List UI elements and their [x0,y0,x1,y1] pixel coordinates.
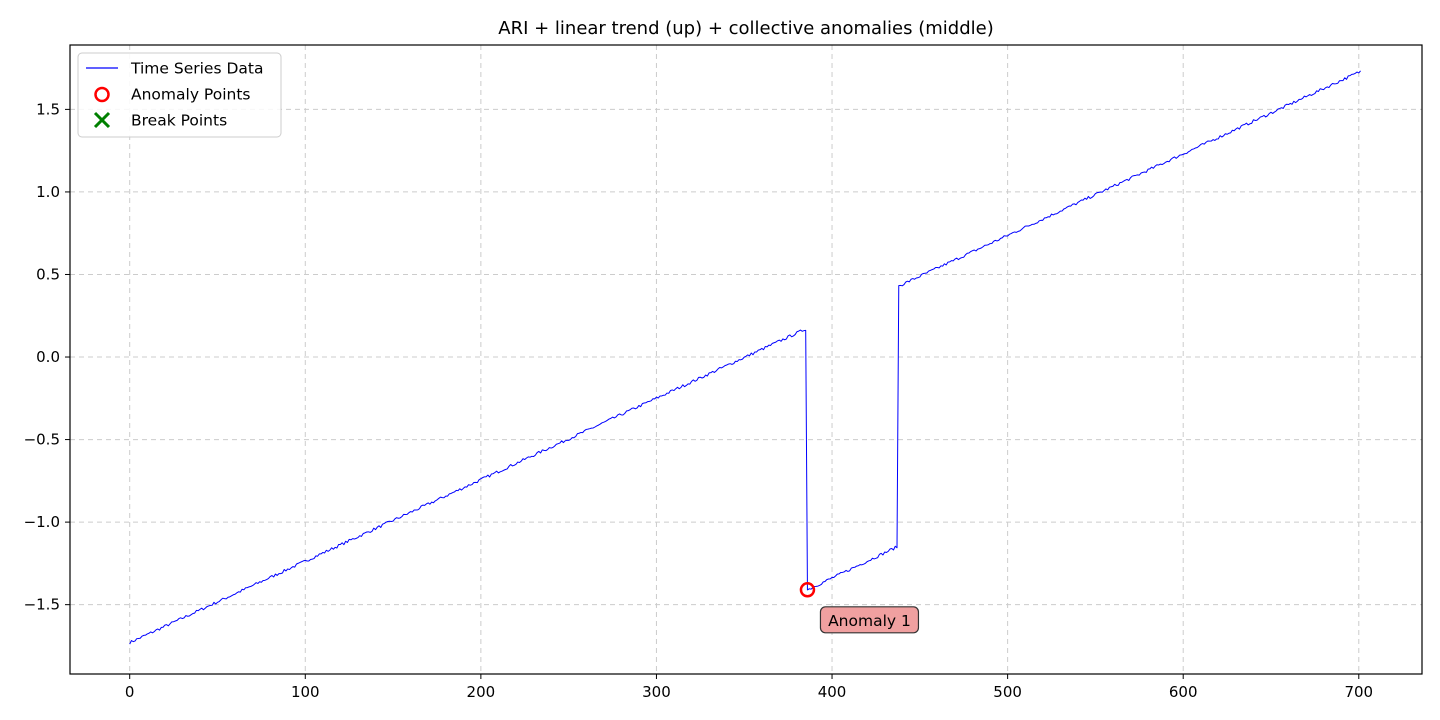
legend-item: Time Series Data [86,60,263,78]
legend-x-icon [93,111,111,129]
legend-box [77,52,282,138]
x-tick-label: 600 [1169,683,1198,701]
x-tick-label: 300 [642,683,671,701]
x-tick-label: 400 [818,683,847,701]
legend-label: Break Points [131,112,227,130]
x-tick-label: 500 [993,683,1022,701]
anomaly-point-marker [799,582,816,598]
chart-title: ARI + linear trend (up) + collective ano… [498,18,993,39]
annotation-layer: Anomaly 1 [819,606,920,634]
marker-layer [799,582,816,598]
legend-label: Anomaly Points [131,86,250,104]
y-axis-ticks: −1.5 −1.0 −0.5 0.0 0.5 1.0 1.5 [24,100,70,614]
series-layer [129,70,1361,645]
y-tick-label: −1.0 [24,513,60,531]
x-tick-label: 700 [1344,683,1373,701]
legend: Time Series Data Anomaly Points Break Poin… [77,52,282,138]
y-tick-label: 1.0 [36,183,60,201]
x-tick-label: 200 [467,683,496,701]
series-line-time-series-data [129,70,1361,645]
x-axis-ticks: 0 100 200 300 400 500 600 700 [125,674,1373,701]
x-tick-label: 0 [125,683,135,701]
legend-circle-icon [94,86,110,103]
annotation-label: Anomaly 1 [828,612,911,630]
anomaly-annotation: Anomaly 1 [819,606,920,634]
x-tick-label: 100 [291,683,320,701]
legend-item: Break Points [93,111,227,130]
plot-area-frame [69,44,1423,675]
legend-item: Anomaly Points [94,86,250,104]
y-tick-label: −0.5 [24,431,60,449]
legend-label: Time Series Data [130,60,263,78]
y-tick-label: −1.5 [24,596,60,614]
y-tick-label: 1.5 [36,100,60,118]
grid-lines [70,45,1422,674]
annotation-box [819,606,920,634]
y-tick-label: 0.5 [36,265,60,283]
y-tick-label: 0.0 [36,348,60,366]
